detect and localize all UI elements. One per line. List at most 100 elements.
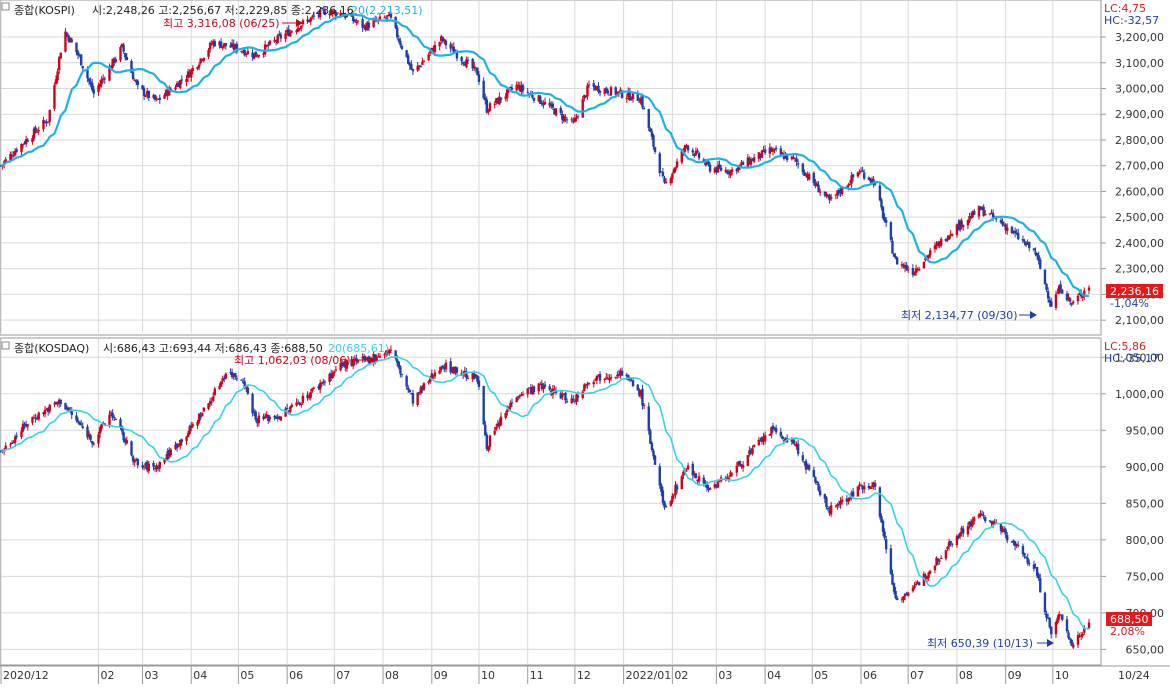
- candle-body: [770, 148, 773, 152]
- candle-body: [584, 95, 588, 98]
- candle-body: [306, 19, 309, 22]
- candle-body: [451, 46, 454, 48]
- candle-body: [344, 14, 347, 19]
- candle-body: [101, 78, 105, 80]
- candle-body: [219, 381, 223, 387]
- x-tick-label: 2020/12: [3, 669, 49, 682]
- candle-body: [1037, 255, 1040, 261]
- candle-body: [142, 88, 146, 97]
- candle-body: [650, 442, 654, 450]
- candle-body: [727, 477, 731, 480]
- candle-body: [889, 222, 893, 240]
- candle-body: [779, 431, 783, 436]
- candle-body: [807, 464, 811, 470]
- candle-body: [97, 434, 100, 444]
- candle-body: [927, 254, 930, 258]
- candle-body: [614, 87, 617, 95]
- candle-body: [418, 65, 421, 67]
- candle-body: [883, 216, 886, 222]
- candle-body: [133, 79, 136, 81]
- candle-body: [429, 51, 432, 54]
- candle-body: [543, 101, 547, 105]
- candle-body: [763, 149, 767, 153]
- candle-body: [807, 173, 811, 180]
- candle-body: [814, 182, 817, 187]
- candle-body: [177, 445, 180, 447]
- candle-body: [186, 433, 190, 437]
- candle-body: [191, 424, 195, 427]
- candle-body: [1043, 592, 1047, 613]
- candle-body: [331, 10, 334, 14]
- candle-body: [300, 403, 303, 405]
- candle-body: [859, 170, 863, 172]
- candle-body: [916, 269, 919, 271]
- candle-body: [928, 570, 932, 574]
- candle-body: [421, 386, 424, 389]
- candle-body: [267, 414, 270, 421]
- candle-body: [1004, 224, 1007, 231]
- candle-body: [575, 394, 578, 402]
- candle-body: [768, 434, 772, 436]
- candle-body: [190, 69, 193, 78]
- candle-body: [850, 492, 853, 498]
- candle-body: [504, 412, 507, 418]
- candle-body: [603, 378, 606, 380]
- candle-body: [913, 271, 916, 276]
- candle-body: [199, 415, 202, 418]
- candle-body: [355, 22, 358, 24]
- candle-body: [1078, 293, 1081, 295]
- candle-body: [295, 402, 298, 406]
- candle-body: [157, 98, 160, 100]
- candle-body: [900, 599, 904, 601]
- candle-body: [388, 350, 391, 354]
- candle-body: [900, 264, 904, 266]
- candle-body: [694, 150, 698, 156]
- candle-body: [592, 83, 595, 87]
- candle-body: [262, 416, 265, 420]
- candle-body: [537, 383, 540, 392]
- candle-body: [587, 84, 591, 86]
- candle-body: [1068, 638, 1072, 640]
- candle-body: [463, 64, 467, 66]
- candle-body: [966, 219, 970, 226]
- candle-body: [1013, 541, 1017, 547]
- candle-body: [906, 592, 910, 596]
- candle-body: [144, 462, 147, 466]
- candle-body: [955, 224, 959, 236]
- candle-body: [1032, 564, 1036, 569]
- candle-body: [669, 501, 672, 506]
- candle-body: [471, 373, 474, 380]
- kospi-header-box-icon[interactable]: [1, 2, 10, 11]
- candle-body: [201, 59, 204, 61]
- kosdaq-header-box-icon[interactable]: [1, 341, 10, 350]
- candle-body: [935, 557, 938, 566]
- candle-body: [1046, 291, 1050, 299]
- candle-body: [649, 430, 652, 444]
- candle-body: [946, 239, 949, 241]
- candle-body: [891, 573, 894, 585]
- candle-body: [477, 74, 481, 82]
- candle-body: [174, 87, 177, 90]
- candle-body: [531, 94, 534, 98]
- candle-body: [1039, 259, 1042, 269]
- candle-body: [81, 426, 84, 428]
- y-tick-label: 2,800,00: [1115, 134, 1164, 147]
- candle-body: [1001, 529, 1004, 533]
- candle-body: [246, 387, 250, 394]
- candle-body: [784, 155, 787, 159]
- candle-body: [273, 416, 276, 418]
- candle-body: [295, 30, 298, 33]
- candle-body: [278, 416, 281, 420]
- candle-body: [207, 49, 210, 57]
- candle-body: [396, 27, 399, 38]
- candle-body: [1057, 614, 1061, 619]
- candle-body: [958, 533, 962, 537]
- candle-body: [925, 576, 929, 579]
- candle-body: [234, 44, 237, 50]
- candle-body: [840, 186, 844, 195]
- kospi-header-ohlc: 시:2,248,26 고:2,256,67 저:2,229,85 종:2,236…: [92, 4, 354, 17]
- candle-body: [973, 517, 976, 522]
- candle-body: [245, 386, 248, 389]
- candle-body: [628, 91, 632, 101]
- candle-body: [10, 442, 14, 444]
